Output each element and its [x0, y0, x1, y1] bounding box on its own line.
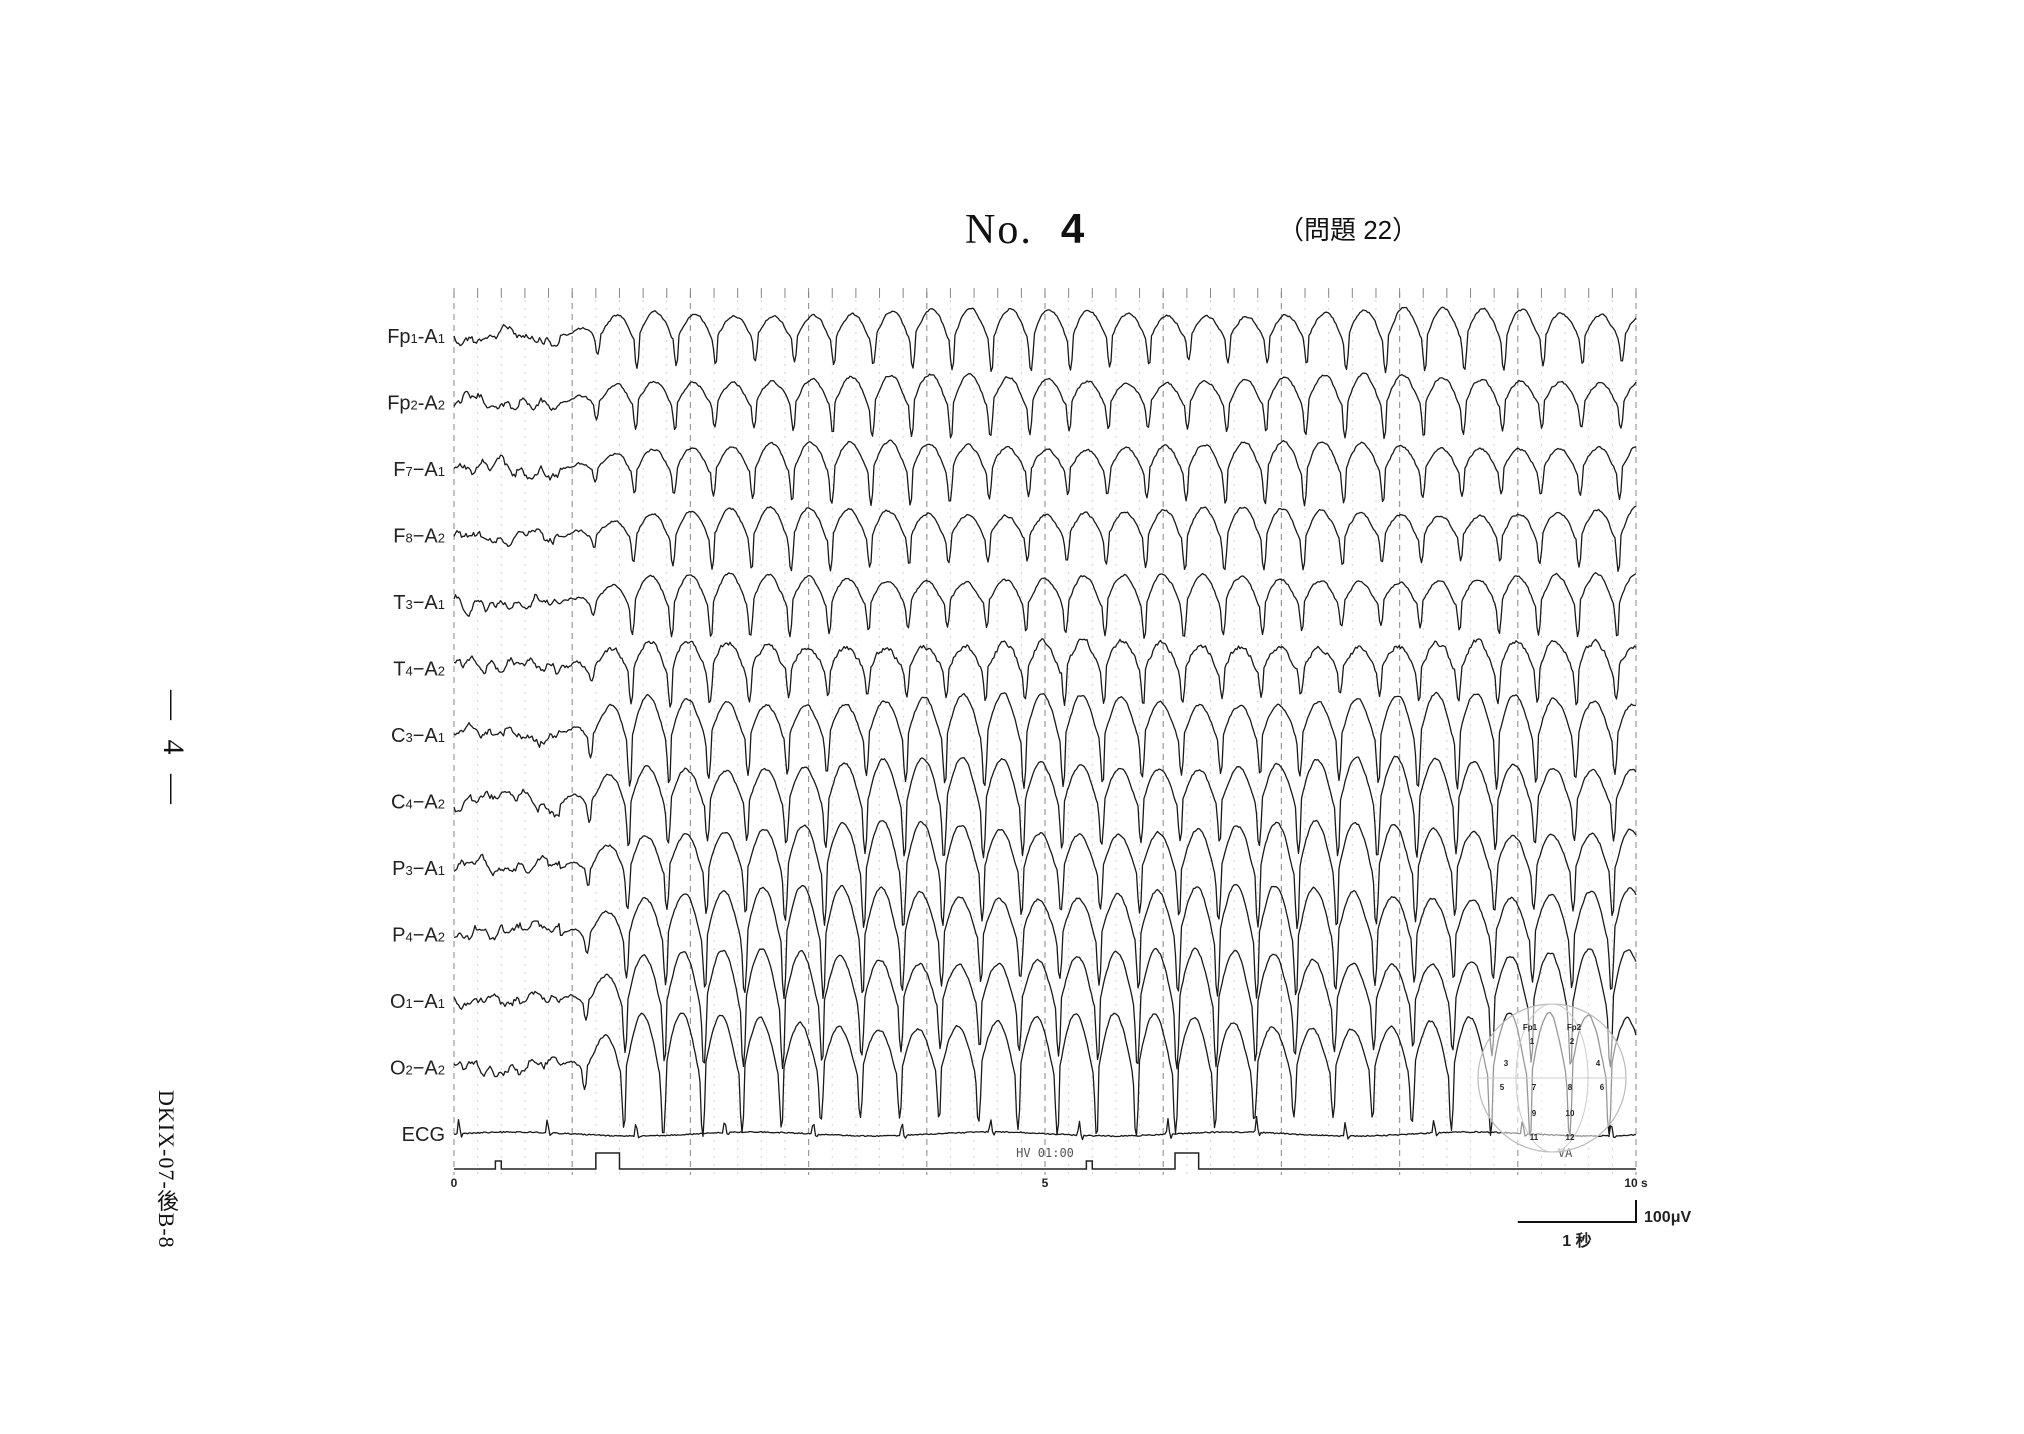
electrode-number: 6: [1600, 1083, 1605, 1092]
channel-label: O1−A1: [390, 991, 445, 1013]
x-tick-label: 0: [451, 1176, 458, 1190]
electrode-number: 9: [1532, 1109, 1537, 1118]
electrode-number: 11: [1530, 1133, 1539, 1142]
channel-label: F7−A1: [393, 459, 445, 481]
channel-label: T4−A2: [393, 659, 445, 681]
annotation-label: HV 01:00: [1016, 1146, 1074, 1160]
channel-label: F8−A2: [393, 526, 445, 548]
electrode-number: 1: [1530, 1037, 1535, 1046]
channel-label: P4−A2: [392, 925, 445, 947]
channel-label: O2−A2: [390, 1058, 445, 1080]
scale-bar-line: [1518, 1200, 1636, 1222]
scale-time-label: 1 秒: [1562, 1231, 1591, 1250]
electrode-number: 3: [1504, 1059, 1509, 1068]
channel-label: T3−A1: [393, 592, 445, 614]
electrode-number: 7: [1532, 1083, 1537, 1092]
channel-label: C4−A2: [391, 792, 445, 814]
electrode-number: 5: [1500, 1083, 1505, 1092]
electrode-label: Fp2: [1567, 1023, 1582, 1032]
x-tick-label: 10 s: [1624, 1176, 1648, 1190]
electrode-number: 4: [1596, 1059, 1601, 1068]
electrode-number: 12: [1566, 1133, 1575, 1142]
channel-label: P3−A1: [392, 858, 445, 880]
electrode-number: 8: [1568, 1083, 1573, 1092]
channel-label: Fp1-A1: [387, 326, 445, 348]
channel-label: ECG: [402, 1124, 445, 1146]
x-tick-label: 5: [1042, 1176, 1049, 1190]
electrode-number: 2: [1570, 1037, 1575, 1046]
scale-bar: 100μV 1 秒: [1518, 1200, 1692, 1250]
scale-amplitude-label: 100μV: [1644, 1209, 1691, 1226]
electrode-number: 10: [1566, 1109, 1575, 1118]
annotations: HV 01:00 VA: [1016, 1146, 1573, 1160]
channel-labels: Fp1-A1 Fp2-A2 F7−A1 F8−A2 T3−A1 T4−A2 C3−A1 C4−…: [387, 326, 445, 1146]
channel-label: Fp2-A2: [387, 393, 445, 415]
electrode-label: Fp1: [1523, 1023, 1538, 1032]
trace-c3-a1: [454, 692, 1636, 789]
channel-label: C3−A1: [391, 725, 445, 747]
